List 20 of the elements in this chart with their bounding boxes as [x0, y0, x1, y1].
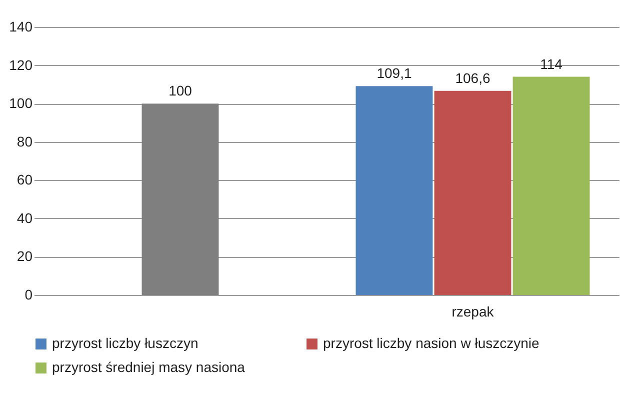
legend-label: przyrost liczby nasion w łuszczynie: [323, 335, 540, 351]
y-tick-label: 0: [24, 286, 33, 302]
bar: [356, 86, 433, 295]
y-tick-label: 20: [16, 248, 33, 264]
bar: [512, 76, 590, 295]
bar: [434, 90, 512, 295]
bar: [142, 104, 219, 295]
y-tick-label: 40: [16, 210, 33, 226]
y-tick-label: 120: [9, 56, 33, 73]
y-tick-label: 80: [16, 133, 33, 150]
data-label: 109,1: [376, 65, 412, 82]
data-label: 100: [168, 82, 192, 99]
data-label: 114: [540, 56, 563, 72]
y-tick-label: 140: [9, 18, 33, 34]
legend-label: przyrost średniej masy nasiona: [52, 359, 246, 375]
x-tick-label: rzepak: [452, 304, 495, 320]
y-tick-label: 60: [16, 172, 33, 188]
y-tick-label: 100: [9, 95, 33, 112]
legend-label: przyrost liczby łuszczyn: [52, 335, 198, 351]
data-label: 106,6: [455, 70, 490, 86]
